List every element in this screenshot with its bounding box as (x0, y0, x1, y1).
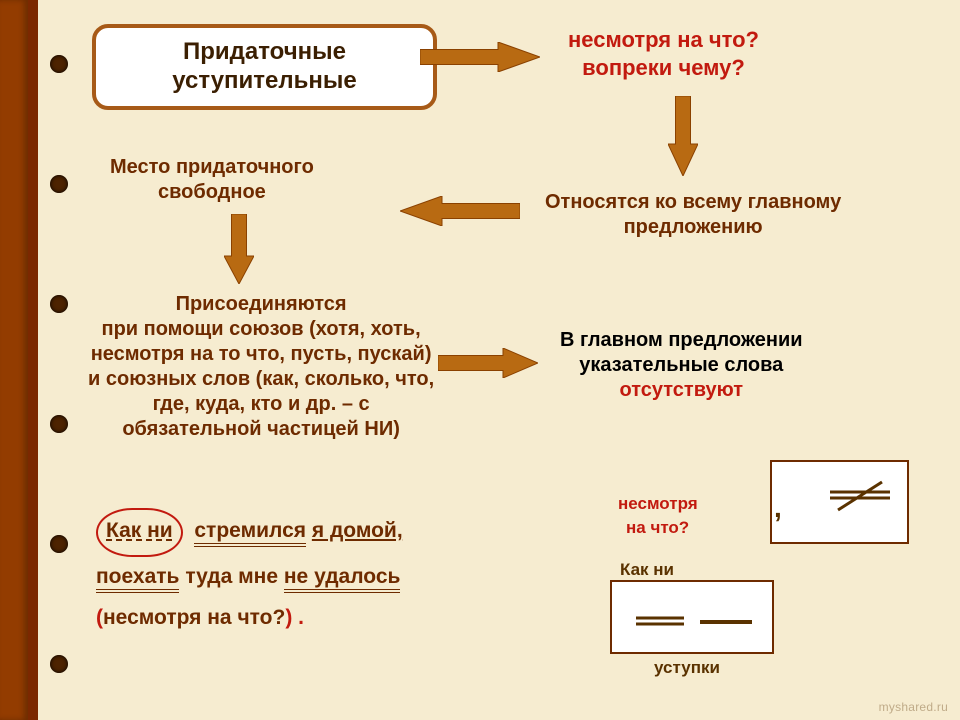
relate-l1: Относятся ко всему главному (545, 190, 841, 215)
node-relate: Относятся ко всему главному предложению (545, 190, 841, 240)
watermark: myshared.ru (879, 700, 948, 714)
union-l6: обязательной частицей НИ) (88, 417, 434, 442)
example-q: (несмотря на что?) . (96, 606, 304, 629)
example-w3: поехать (96, 565, 179, 593)
main-l3: отсутствуют (560, 378, 803, 403)
example-w4: туда мне (185, 565, 278, 588)
slide-page: Придаточные уступительные несмотря на чт… (0, 0, 960, 720)
example-sentence: Как ни стремился я домой, поехать туда м… (96, 508, 403, 639)
union-l4: и союзных слов (как, сколько, что, (88, 367, 434, 392)
schema-label-red1: несмотря (618, 494, 698, 514)
title-line1: Придаточные (122, 38, 407, 67)
main-l2: указательные слова (560, 353, 803, 378)
place-l1: Место придаточного (110, 155, 314, 180)
example-w2: я домой, (312, 519, 403, 542)
schema-box-sub (610, 580, 774, 654)
union-l5: где, куда, кто и др. – с (88, 392, 434, 417)
binding-holes (50, 0, 74, 720)
schema-sub-svg (612, 582, 772, 652)
example-w5: не удалось (284, 565, 401, 593)
question-l1: несмотря на что? (568, 26, 759, 54)
union-l1: Присоединяются (88, 292, 434, 317)
main-l1: В главном предложении (560, 328, 803, 353)
schema-bottom-label: уступки (654, 658, 720, 678)
questions-text: несмотря на что? вопреки чему? (568, 26, 759, 81)
node-union: Присоединяются при помощи союзов (хотя, … (88, 292, 434, 442)
schema-box-main (770, 460, 909, 544)
example-w1: стремился (194, 519, 306, 547)
place-l2: свободное (110, 180, 314, 205)
schema-main-svg (772, 462, 907, 542)
schema-kakni: Как ни (620, 560, 674, 580)
title-line2: уступительные (122, 67, 407, 96)
schema-comma: , (774, 492, 782, 524)
node-place: Место придаточного свободное (110, 155, 314, 205)
question-l2: вопреки чему? (568, 54, 759, 82)
relate-l2: предложению (545, 215, 841, 240)
union-l3: несмотря на то что, пусть, пускай) (88, 342, 434, 367)
title-box: Придаточные уступительные (92, 24, 437, 110)
example-circled: Как ни (96, 508, 183, 557)
schema-label-red2: на что? (626, 518, 689, 538)
union-l2: при помощи союзов (хотя, хоть, (88, 317, 434, 342)
node-main: В главном предложении указательные слова… (560, 328, 803, 403)
